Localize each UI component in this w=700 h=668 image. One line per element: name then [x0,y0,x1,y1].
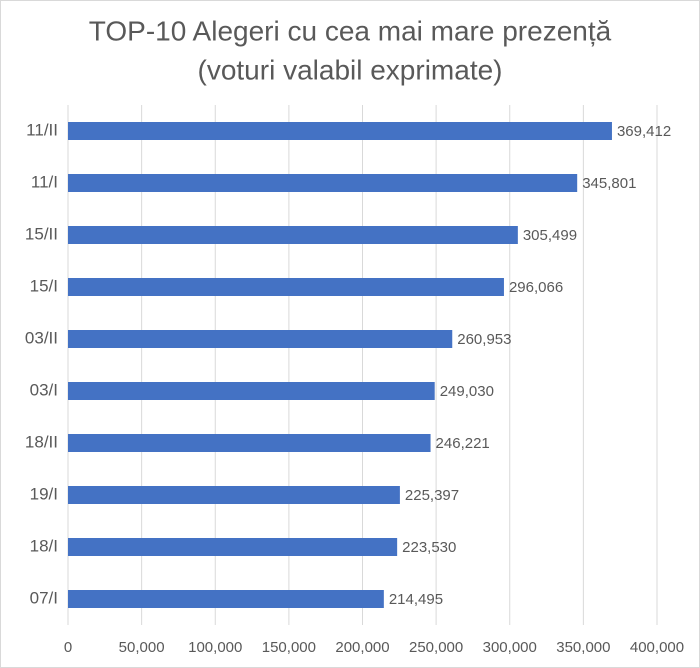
bar [68,174,578,192]
data-label: 345,801 [582,175,636,192]
x-tick-label: 250,000 [409,639,463,656]
bar [68,590,384,608]
y-tick-label: 18/I [30,536,58,555]
bar [68,486,400,504]
bar [68,538,398,556]
bar [68,382,435,400]
x-tick-label: 400,000 [630,639,684,656]
data-label: 260,953 [457,331,511,348]
data-label: 369,412 [617,123,671,140]
x-tick-label: 150,000 [262,639,316,656]
x-tick-label: 100,000 [188,639,242,656]
y-tick-label: 18/II [25,432,58,451]
data-label: 249,030 [440,383,494,400]
y-tick-label: 03/I [30,380,58,399]
bar [68,330,453,348]
y-tick-label: 19/I [30,484,58,503]
data-label: 246,221 [436,435,490,452]
x-tick-label: 50,000 [119,639,165,656]
y-tick-label: 03/II [25,328,58,347]
x-tick-label: 300,000 [483,639,537,656]
data-label: 223,530 [402,539,456,556]
bar [68,434,431,452]
data-label: 225,397 [405,487,459,504]
data-label: 296,066 [509,279,563,296]
chart-title: (voturi valabil exprimate) [198,54,503,85]
y-tick-label: 07/I [30,588,58,607]
y-tick-label: 15/II [25,224,58,243]
x-tick-label: 200,000 [335,639,389,656]
data-label: 305,499 [523,227,577,244]
data-label: 214,495 [389,591,443,608]
bar [68,226,518,244]
x-tick-label: 0 [64,639,72,656]
y-tick-label: 15/I [30,276,58,295]
y-tick-label: 11/II [26,120,58,139]
chart-title: TOP-10 Alegeri cu cea mai mare prezență [89,15,612,46]
bar [68,122,612,140]
x-tick-label: 350,000 [556,639,610,656]
y-tick-label: 11/I [31,172,58,191]
bar [68,278,504,296]
